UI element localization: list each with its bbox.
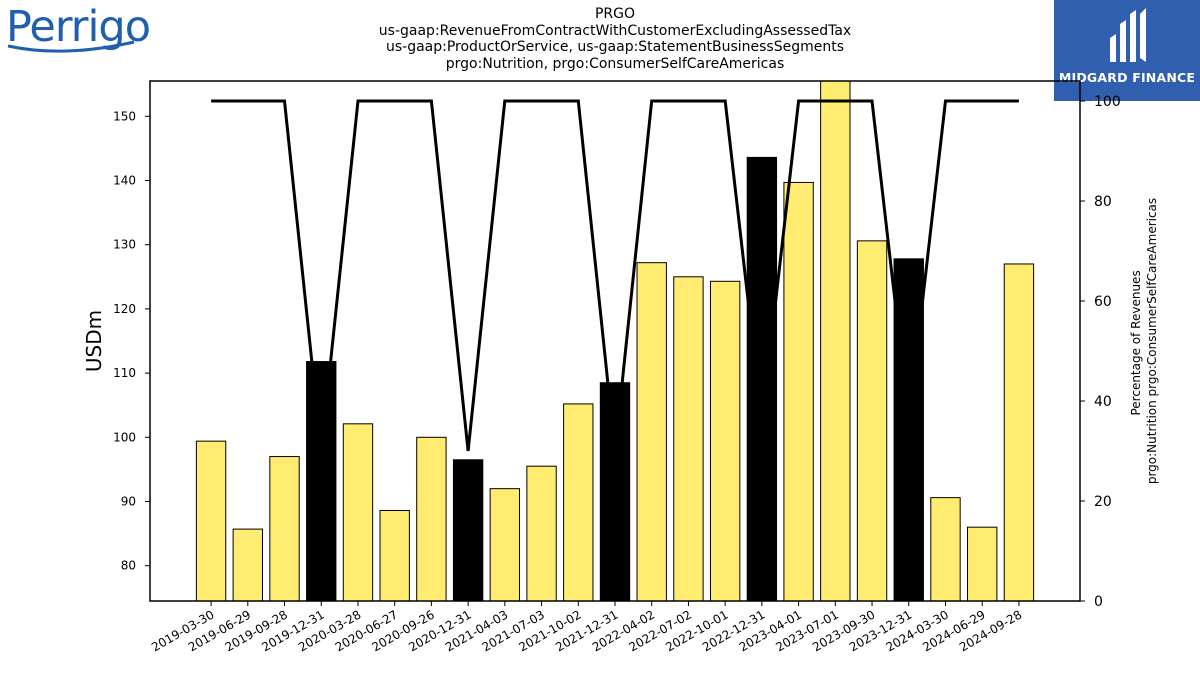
bar-quarter — [195, 440, 227, 601]
y-tick-label: 100 — [113, 430, 136, 444]
y2-tick-label: 80 — [1094, 194, 1112, 210]
perrigo-logo: Perrigo — [4, 2, 151, 58]
y-tick-label: 80 — [121, 559, 136, 573]
right-axis: 0 20 40 60 80 100 — [1080, 94, 1121, 610]
bar-quarter — [342, 423, 374, 601]
midgard-logo-text: MIDGARD FINANCE — [1058, 70, 1196, 85]
bar-quarter — [416, 436, 447, 601]
bar-annual — [746, 156, 778, 601]
y-tick-label: 140 — [113, 174, 136, 188]
chart-title: PRGO us-gaap:RevenueFromContractWithCust… — [250, 6, 980, 72]
y2-tick-label: 40 — [1094, 394, 1112, 410]
y-tick-label: 150 — [113, 109, 136, 123]
y2-tick-label: 60 — [1094, 294, 1112, 310]
y2-tick-label: 0 — [1094, 594, 1103, 610]
bar-annual — [893, 258, 924, 601]
bar-quarter — [709, 280, 741, 601]
bar-quarter — [526, 465, 557, 601]
bar-quarter — [563, 403, 594, 601]
line-series — [211, 99, 1019, 452]
bar-quarter — [232, 528, 263, 601]
bar-quarter — [673, 276, 704, 601]
y-tick-label: 130 — [113, 238, 136, 252]
y2-tick-label: 20 — [1094, 494, 1112, 510]
bar-quarter — [856, 240, 888, 601]
bar-quarter — [379, 509, 410, 601]
left-axis: 80 90 100 110 120 130 140 150 — [113, 109, 150, 573]
logo-swoosh-icon — [7, 40, 135, 53]
midgard-finance-logo: MIDGARD FINANCE — [1054, 0, 1200, 101]
bar-annual — [452, 459, 484, 601]
bar-quarter — [489, 488, 521, 601]
bar-quarter — [269, 456, 300, 601]
y2-axis-label-line-2: prgo:Nutrition prgo:ConsumerSelfCareAmer… — [1145, 198, 1159, 484]
bar-annual — [599, 382, 631, 601]
bar-annual — [306, 361, 337, 601]
bar-quarter — [930, 497, 961, 601]
percentage-line — [211, 99, 1019, 452]
midgard-emblem-icon — [1110, 8, 1146, 62]
title-line-3: us-gaap:ProductOrService, us-gaap:Statem… — [385, 39, 844, 55]
y-tick-label: 110 — [113, 366, 136, 380]
bar-quarter — [636, 262, 667, 601]
bar-series — [195, 81, 1035, 601]
y-tick-label: 120 — [113, 302, 136, 316]
y2-axis-label-line-1: Percentage of Revenues — [1129, 270, 1143, 415]
y2-tick-label: 100 — [1094, 94, 1121, 110]
x-axis: 2019-03-302019-06-292019-09-282019-12-31… — [149, 601, 1024, 654]
bar-quarter — [820, 81, 851, 601]
y-axis-label: USDm — [82, 310, 106, 372]
title-line-2: us-gaap:RevenueFromContractWithCustomerE… — [378, 22, 852, 39]
y2-axis-label: Percentage of Revenues prgo:Nutrition pr… — [1129, 198, 1159, 484]
bar-quarter — [1003, 263, 1035, 601]
bar-quarter — [967, 526, 998, 601]
bar-quarter — [783, 181, 814, 601]
title-line-4: prgo:Nutrition, prgo:ConsumerSelfCareAme… — [445, 55, 785, 72]
y-tick-label: 90 — [121, 494, 136, 508]
title-line-1: PRGO — [594, 6, 636, 22]
